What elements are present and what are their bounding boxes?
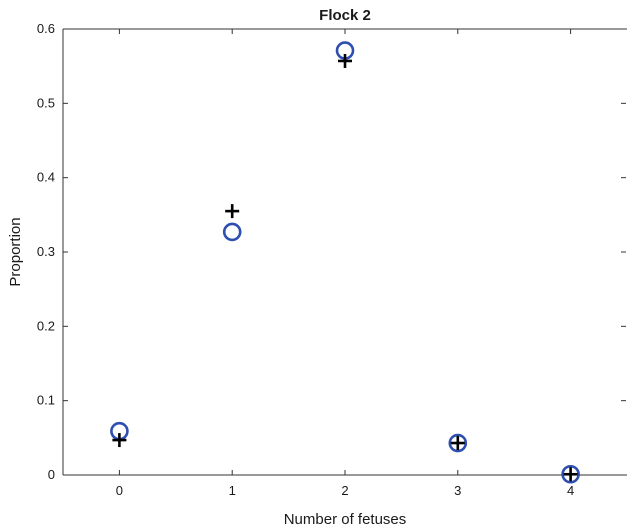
plus-marker — [112, 433, 127, 448]
y-tick-label: 0.3 — [37, 244, 55, 259]
y-tick-label: 0.1 — [37, 393, 55, 408]
plus-marker — [450, 436, 465, 451]
x-tick-label: 3 — [454, 483, 461, 498]
y-tick-label: 0.2 — [37, 318, 55, 333]
circle-marker — [222, 222, 242, 242]
y-tick-label: 0.5 — [37, 95, 55, 110]
y-tick-label: 0 — [48, 467, 55, 482]
x-axis-label: Number of fetuses — [284, 511, 407, 528]
data-markers — [110, 41, 580, 484]
y-tick-label: 0.4 — [37, 170, 55, 185]
chart-title: Flock 2 — [319, 7, 371, 24]
y-tick-label: 0.6 — [37, 21, 55, 36]
x-tick-label: 1 — [229, 483, 236, 498]
plus-marker — [338, 53, 352, 68]
y-axis-ticks: 0 0.1 0.2 0.3 0.4 0.5 0.6 — [37, 21, 626, 482]
circle-marker — [448, 433, 468, 453]
y-axis-label: Proportion — [7, 217, 24, 286]
plus-marker — [225, 204, 240, 219]
plus-marker — [563, 467, 578, 482]
x-tick-label: 2 — [341, 483, 348, 498]
circle-marker — [561, 464, 580, 484]
x-tick-label: 0 — [116, 483, 123, 498]
x-tick-label: 4 — [567, 483, 574, 498]
